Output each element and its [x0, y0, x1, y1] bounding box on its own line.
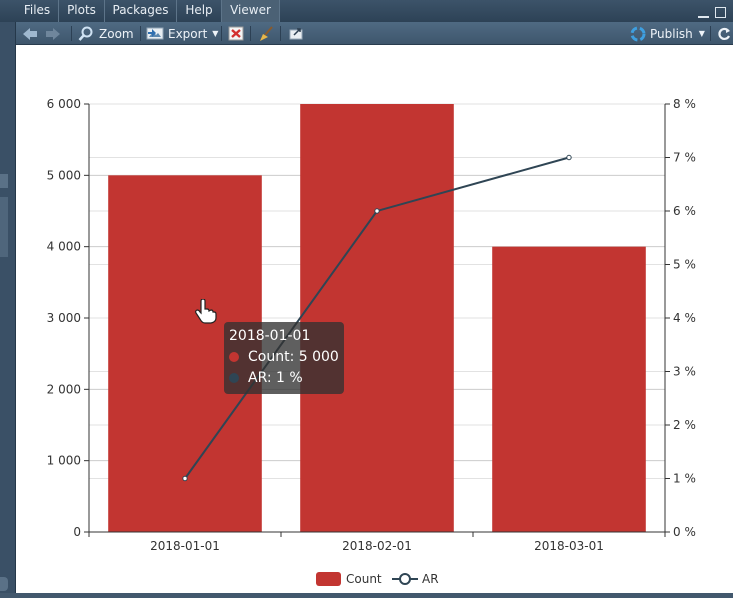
y-right-tick-label: 4 %: [673, 311, 696, 325]
y-left-tick-label: 6 000: [47, 97, 81, 111]
publish-button[interactable]: Publish ▼: [630, 25, 705, 42]
chevron-down-icon: ▼: [212, 29, 219, 38]
point-ar: [566, 154, 572, 161]
tooltip-count-text: Count: 5 000: [248, 349, 339, 365]
broom-icon: [260, 25, 273, 41]
remove-viewer-icon: [228, 26, 244, 41]
viewer-content: 0 1 000 2 000 3 000 4 000 5 000 6 000 0 % 1 % 2 %…: [16, 45, 733, 593]
toolbar-separator: [250, 26, 251, 41]
tooltip-ar-row: AR: 1 %: [229, 370, 303, 386]
y-right-tick-label: 7 %: [673, 151, 696, 165]
legend-item-ar[interactable]: AR: [392, 572, 439, 586]
chevron-down-icon: ▼: [698, 29, 705, 38]
show-in-window-icon: [289, 27, 303, 39]
legend-ar-swatch: [392, 573, 418, 585]
toolbar-separator: [710, 26, 711, 41]
pane-tab-bar: Files Plots Packages Help Viewer: [0, 0, 733, 22]
arrow-left-icon: [23, 27, 37, 40]
point-ar: [182, 475, 188, 482]
show-in-window-button[interactable]: [288, 25, 304, 42]
y-right-tick-label: 1 %: [673, 472, 696, 486]
maximize-pane-icon[interactable]: [715, 7, 726, 18]
y-right-tick-label: 3 %: [673, 365, 696, 379]
viewer-toolbar: Zoom Export ▼ Publish ▼: [16, 22, 733, 45]
tab-packages[interactable]: Packages: [105, 0, 177, 22]
refresh-button[interactable]: [717, 25, 731, 42]
y-left-tick-label: 0: [73, 525, 81, 539]
tab-plots[interactable]: Plots: [59, 0, 105, 22]
point-ar: [374, 208, 380, 214]
toolbar-separator: [221, 26, 222, 41]
x-tick-label: 2018-02-01: [342, 539, 412, 553]
publish-icon: [630, 26, 646, 41]
export-image-icon: [146, 27, 164, 40]
export-menu-button[interactable]: Export ▼: [146, 25, 218, 42]
tooltip-ar-text: AR: 1 %: [248, 370, 303, 386]
y-left-tick-label: 2 000: [47, 382, 81, 396]
y-right-tick-label: 0 %: [673, 525, 696, 539]
toolbar-separator: [71, 26, 72, 41]
x-tick-label: 2018-01-01: [150, 539, 220, 553]
hand-cursor-icon: [195, 299, 217, 324]
magnifier-icon: [78, 26, 93, 41]
toolbar-separator: [140, 26, 141, 41]
clear-viewer-button[interactable]: [258, 25, 274, 42]
y-right-tick-label: 2 %: [673, 418, 696, 432]
zoom-button[interactable]: Zoom: [78, 25, 134, 42]
y-left-tick-label: 3 000: [47, 311, 81, 325]
tab-help[interactable]: Help: [177, 0, 222, 22]
back-button[interactable]: [22, 25, 38, 42]
x-tick-label: 2018-03-01: [534, 539, 604, 553]
tooltip-title: 2018-01-01: [229, 328, 311, 344]
y-left-tick-label: 5 000: [47, 168, 81, 182]
pane-splitter-handle[interactable]: [0, 174, 8, 188]
legend-count-swatch: [316, 572, 341, 586]
bottom-pane-border: [0, 593, 733, 598]
y-left-tick-label: 1 000: [47, 454, 81, 468]
refresh-icon: [718, 27, 731, 40]
y-left-tick-label: 4 000: [47, 240, 81, 254]
tab-viewer[interactable]: Viewer: [222, 0, 280, 22]
export-label: Export: [168, 26, 208, 41]
left-pane-edge: [0, 22, 16, 598]
pane-scroll-strip[interactable]: [0, 197, 8, 257]
minimize-pane-icon[interactable]: [698, 9, 709, 18]
tooltip-ar-marker: [229, 373, 239, 383]
tooltip-count-row: Count: 5 000: [229, 349, 339, 365]
remove-viewer-button[interactable]: [228, 25, 244, 42]
arrow-right-icon: [46, 27, 60, 40]
legend-ar-label: AR: [422, 572, 439, 586]
tooltip-count-marker: [229, 352, 239, 362]
y-right-tick-label: 6 %: [673, 204, 696, 218]
combo-chart[interactable]: 0 1 000 2 000 3 000 4 000 5 000 6 000 0 % 1 % 2 %…: [16, 45, 733, 593]
bar-count: [492, 246, 646, 532]
tab-files[interactable]: Files: [16, 0, 59, 22]
zoom-label: Zoom: [99, 26, 134, 41]
y-right-tick-label: 8 %: [673, 97, 696, 111]
toolbar-separator: [280, 26, 281, 41]
legend-count-label: Count: [346, 572, 382, 586]
legend-item-count[interactable]: Count: [316, 572, 382, 586]
bar-count: [300, 104, 454, 532]
pane-scroll-thumb[interactable]: [0, 577, 8, 591]
forward-button[interactable]: [45, 25, 61, 42]
chart-tooltip: 2018-01-01 Count: 5 000 AR: 1 %: [224, 322, 344, 394]
y-right-tick-label: 5 %: [673, 258, 696, 272]
publish-label: Publish: [650, 26, 693, 41]
